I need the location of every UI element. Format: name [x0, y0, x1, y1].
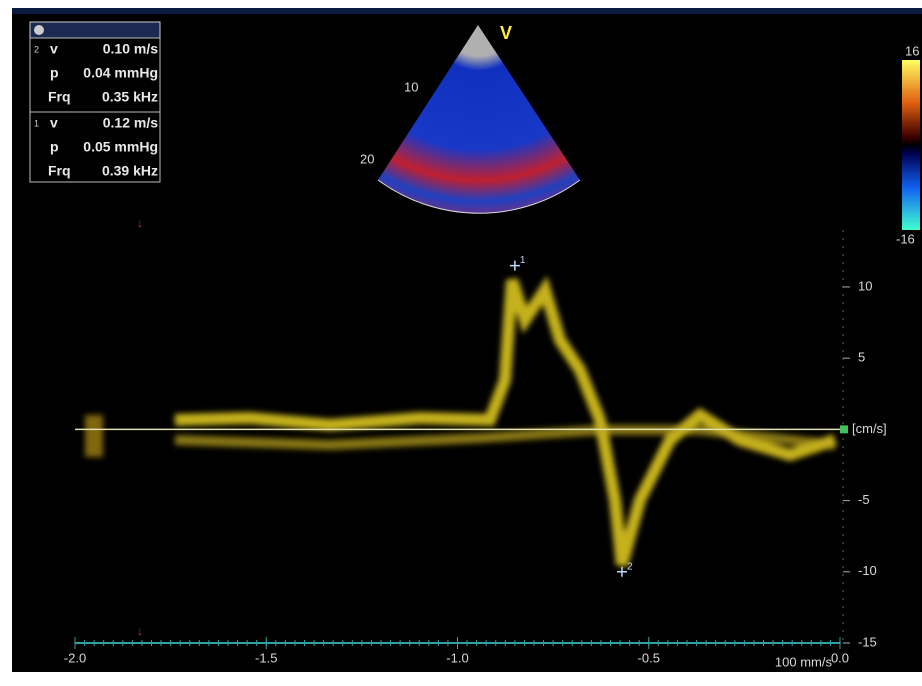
panel-header [29, 21, 161, 39]
y-tick-label: 10 [858, 278, 872, 293]
caliper-label: 1 [520, 255, 526, 266]
measurement-label: p [50, 65, 59, 81]
depth-label: 20 [360, 151, 374, 166]
measurement-label: v [50, 115, 58, 131]
spectral-blip [85, 415, 103, 457]
x-tick-label: -1.5 [255, 650, 277, 665]
measurement-value: 0.12 m/s [103, 115, 158, 131]
color-bar [902, 60, 920, 230]
measurement-index: 1 [34, 118, 39, 128]
sector-mode: V [500, 23, 512, 43]
spectral-envelope [174, 276, 837, 567]
top-bar [12, 8, 922, 14]
panel-body [29, 37, 161, 183]
color-bar-max: 16 [905, 43, 919, 58]
sector-edge [377, 179, 581, 214]
unit-marker [840, 425, 848, 434]
y-tick-label: 5 [858, 350, 865, 365]
measurement-value: 0.10 m/s [103, 41, 158, 57]
color-bar-min: -16 [896, 231, 915, 246]
sweep-label: 100 mm/s [775, 654, 833, 669]
cursor-mark: ↓ [137, 216, 143, 230]
caliper-marker [509, 260, 520, 271]
sector-image: V 10 20 [360, 23, 581, 214]
measurement-panel [29, 21, 161, 183]
x-tick-label: -0.5 [638, 650, 660, 665]
measurement-label: v [50, 41, 58, 57]
x-tick-label: 0.0 [831, 650, 849, 665]
measurement-label: Frq [48, 89, 71, 105]
measurement-value: 0.05 mmHg [83, 139, 158, 155]
unit-label: [cm/s] [852, 421, 887, 436]
y-tick-label: -5 [858, 492, 870, 507]
sector [378, 25, 580, 214]
y-tick-label: -10 [858, 563, 877, 578]
measurement-index: 2 [34, 44, 39, 54]
y-tick-label: -15 [858, 634, 877, 649]
x-tick-label: -1.0 [446, 650, 468, 665]
measurement-label: p [50, 139, 59, 155]
spectral-trace [85, 276, 837, 567]
spectral-band [174, 425, 836, 451]
measurement-value: 0.35 kHz [102, 89, 158, 105]
x-tick-label: -2.0 [64, 650, 86, 665]
measurement-value: 0.04 mmHg [83, 65, 158, 81]
cursor-mark: ↓ [137, 624, 143, 638]
panel-icon [34, 25, 44, 35]
caliper-label: 2 [627, 561, 633, 572]
measurement-value: 0.39 kHz [102, 163, 158, 179]
caliper-marker [616, 566, 627, 577]
depth-label: 10 [404, 79, 418, 94]
measurement-label: Frq [48, 163, 71, 179]
